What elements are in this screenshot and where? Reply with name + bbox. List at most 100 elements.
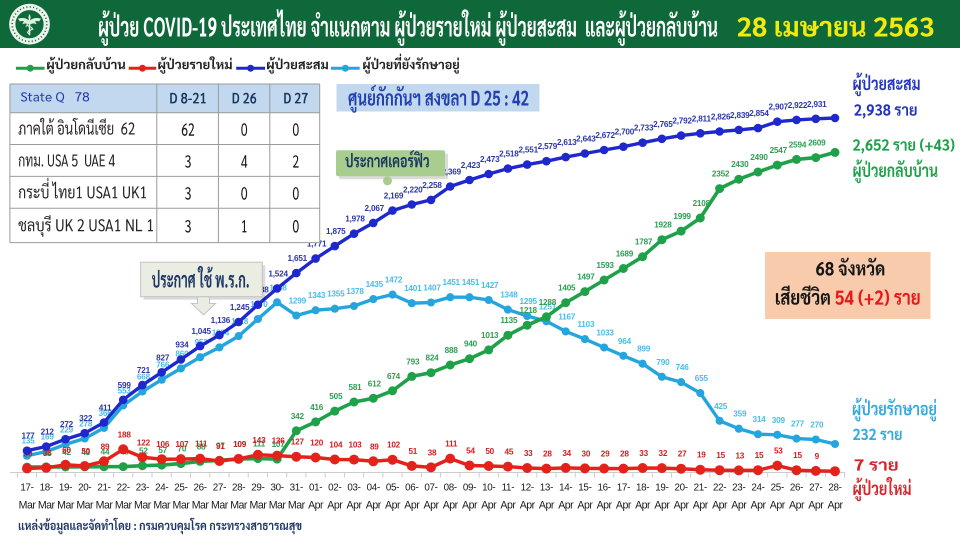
- svg-text:Apr: Apr: [828, 499, 844, 511]
- svg-text:612: 612: [368, 379, 382, 388]
- svg-text:860: 860: [175, 349, 189, 358]
- svg-text:1593: 1593: [596, 261, 614, 270]
- svg-text:35: 35: [43, 449, 52, 458]
- svg-text:1,245: 1,245: [230, 303, 250, 312]
- svg-text:425: 425: [714, 402, 728, 411]
- svg-text:44: 44: [101, 448, 110, 457]
- svg-text:2,169: 2,169: [384, 192, 404, 201]
- svg-text:27-: 27-: [213, 482, 226, 493]
- svg-text:964: 964: [618, 337, 632, 346]
- svg-text:2108: 2108: [693, 199, 711, 208]
- svg-text:50: 50: [81, 447, 90, 456]
- svg-text:2,067: 2,067: [365, 204, 385, 213]
- svg-text:70: 70: [178, 445, 187, 454]
- svg-text:28: 28: [543, 450, 552, 459]
- svg-text:09-: 09-: [463, 482, 476, 493]
- svg-text:127: 127: [291, 438, 305, 447]
- svg-text:25-: 25-: [771, 482, 784, 493]
- svg-text:Apr: Apr: [577, 499, 593, 511]
- svg-text:1451: 1451: [442, 278, 460, 287]
- svg-text:2490: 2490: [750, 153, 768, 162]
- svg-text:188: 188: [118, 430, 132, 439]
- svg-text:2,922: 2,922: [788, 101, 808, 110]
- svg-text:91: 91: [216, 442, 225, 451]
- svg-text:Apr: Apr: [462, 499, 478, 511]
- svg-text:Mar: Mar: [153, 499, 171, 511]
- svg-text:940: 940: [464, 340, 478, 349]
- svg-text:322: 322: [79, 414, 93, 423]
- svg-text:1299: 1299: [289, 297, 307, 306]
- svg-text:2,854: 2,854: [749, 109, 769, 118]
- svg-text:Mar: Mar: [192, 499, 210, 511]
- svg-text:111: 111: [445, 440, 458, 449]
- svg-text:212: 212: [41, 428, 55, 437]
- svg-text:Apr: Apr: [693, 499, 709, 511]
- svg-text:359: 359: [733, 410, 747, 419]
- svg-text:18-: 18-: [636, 482, 649, 493]
- svg-text:Apr: Apr: [597, 499, 613, 511]
- svg-text:Apr: Apr: [712, 499, 728, 511]
- svg-text:934: 934: [175, 341, 189, 350]
- svg-text:107: 107: [272, 440, 286, 449]
- svg-text:Apr: Apr: [481, 499, 497, 511]
- svg-text:Mar: Mar: [250, 499, 268, 511]
- svg-text:1,651: 1,651: [288, 254, 308, 263]
- svg-text:25-: 25-: [174, 482, 187, 493]
- svg-text:2,551: 2,551: [518, 146, 538, 155]
- svg-text:1,875: 1,875: [326, 227, 346, 236]
- svg-text:Apr: Apr: [327, 499, 343, 511]
- svg-text:342: 342: [291, 412, 305, 421]
- svg-text:Mar: Mar: [134, 499, 152, 511]
- svg-text:Mar: Mar: [288, 499, 306, 511]
- svg-text:143: 143: [252, 436, 266, 445]
- svg-text:1348: 1348: [500, 291, 518, 300]
- svg-text:13-: 13-: [540, 482, 553, 493]
- svg-text:2,369: 2,369: [441, 168, 461, 177]
- svg-text:88: 88: [197, 442, 206, 451]
- svg-text:Mar: Mar: [173, 499, 191, 511]
- svg-text:1427: 1427: [481, 281, 499, 290]
- svg-text:08-: 08-: [444, 482, 457, 493]
- svg-text:26-: 26-: [193, 482, 206, 493]
- svg-text:12-: 12-: [521, 482, 534, 493]
- svg-text:11-: 11-: [502, 482, 515, 493]
- svg-text:15-: 15-: [578, 482, 591, 493]
- svg-text:2,792: 2,792: [672, 117, 692, 126]
- svg-text:109: 109: [233, 440, 247, 449]
- svg-text:Apr: Apr: [558, 499, 574, 511]
- svg-text:2,643: 2,643: [576, 135, 596, 144]
- svg-text:1,524: 1,524: [268, 269, 288, 278]
- svg-text:Apr: Apr: [500, 499, 516, 511]
- svg-text:2,258: 2,258: [422, 181, 442, 190]
- svg-text:18-: 18-: [40, 482, 53, 493]
- svg-text:655: 655: [695, 374, 709, 383]
- svg-text:270: 270: [810, 421, 824, 430]
- svg-text:Mar: Mar: [96, 499, 114, 511]
- svg-text:29-: 29-: [251, 482, 264, 493]
- svg-text:2,579: 2,579: [538, 142, 558, 151]
- svg-text:1787: 1787: [635, 238, 653, 247]
- svg-text:Apr: Apr: [404, 499, 420, 511]
- svg-text:30-: 30-: [270, 482, 283, 493]
- svg-text:1135: 1135: [500, 316, 518, 325]
- svg-text:2,907: 2,907: [769, 103, 789, 112]
- svg-text:1,771: 1,771: [307, 240, 327, 249]
- svg-text:05-: 05-: [386, 482, 399, 493]
- svg-text:Apr: Apr: [751, 499, 767, 511]
- svg-text:13: 13: [735, 451, 744, 460]
- svg-text:21-: 21-: [694, 482, 707, 493]
- svg-text:14-: 14-: [559, 482, 572, 493]
- svg-text:Mar: Mar: [19, 499, 37, 511]
- svg-text:2,672: 2,672: [595, 131, 615, 140]
- svg-text:827: 827: [156, 353, 170, 362]
- svg-text:19: 19: [697, 451, 706, 460]
- svg-text:2594: 2594: [789, 140, 807, 149]
- svg-text:51: 51: [408, 447, 417, 456]
- svg-text:2,811: 2,811: [692, 114, 712, 123]
- svg-text:1689: 1689: [616, 250, 634, 259]
- svg-text:120: 120: [310, 439, 324, 448]
- svg-text:2609: 2609: [808, 139, 826, 148]
- svg-text:07-: 07-: [424, 482, 437, 493]
- svg-text:24-: 24-: [155, 482, 168, 493]
- svg-text:06-: 06-: [405, 482, 418, 493]
